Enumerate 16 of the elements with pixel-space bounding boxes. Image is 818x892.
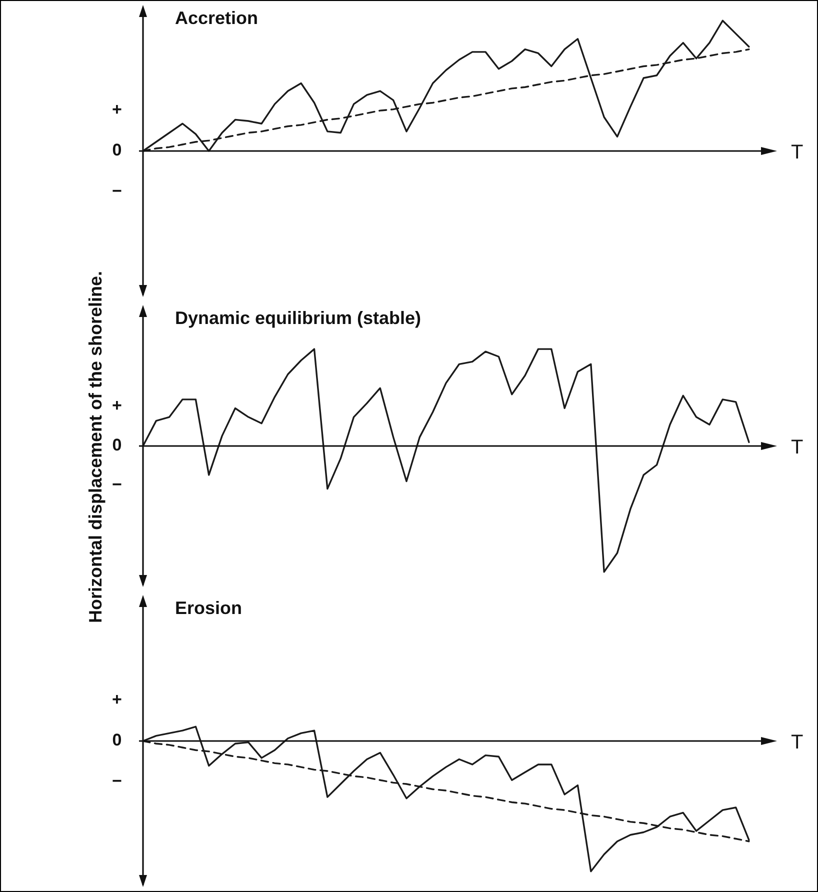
- x-axis-title: T: [791, 436, 804, 459]
- text: +: [112, 396, 122, 416]
- y-axis-title: Horizontal displacement of the shoreline.: [86, 270, 106, 624]
- text: 0: [112, 436, 122, 455]
- text: −: [112, 475, 122, 494]
- x-axis-title: T: [791, 142, 804, 164]
- chart-title: Erosion: [175, 598, 242, 618]
- chart-title: Accretion: [175, 8, 258, 28]
- text: −: [112, 772, 122, 791]
- text: +: [112, 100, 122, 119]
- x-axis-title: T: [791, 732, 804, 754]
- chart-title: Dynamic equilibrium (stable): [175, 308, 422, 328]
- text: −: [112, 182, 122, 201]
- text: +: [112, 690, 122, 709]
- text: 0: [112, 730, 122, 750]
- text: 0: [112, 140, 122, 160]
